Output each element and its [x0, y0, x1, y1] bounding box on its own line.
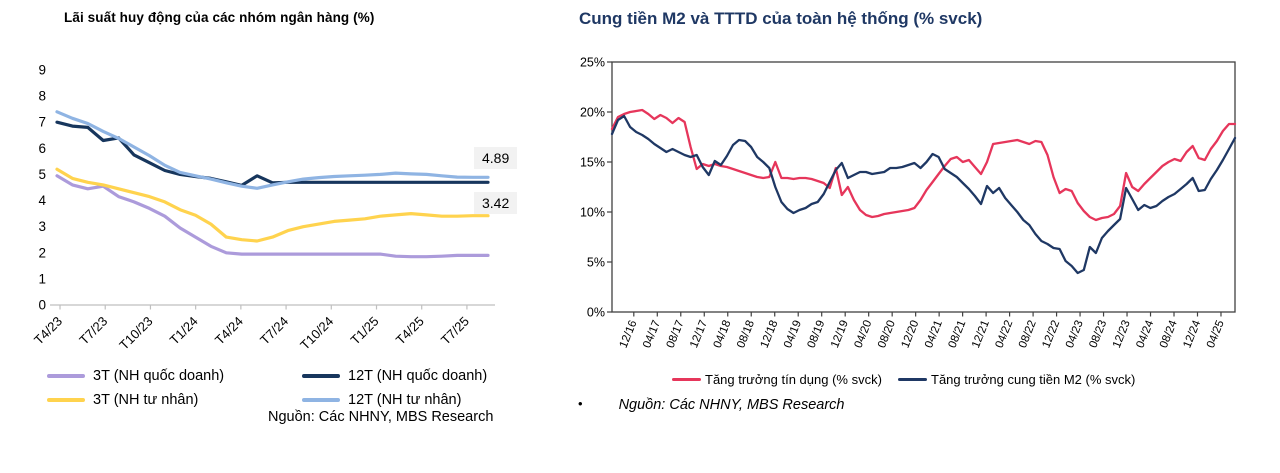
- y-tick-label: 7: [38, 115, 46, 130]
- x-tick-label: T7/24: [257, 314, 291, 348]
- x-tick-label: 12/23: [1111, 319, 1133, 350]
- y-tick-label: 0: [38, 298, 46, 313]
- x-tick-label: 08/20: [876, 319, 898, 350]
- y-tick-label: 4: [38, 193, 46, 208]
- legend-label: 3T (NH tư nhân): [93, 392, 199, 408]
- y-tick-label: 15%: [580, 156, 605, 170]
- legend-swatch-yellow: [47, 397, 85, 403]
- x-tick-label: 08/19: [806, 319, 828, 350]
- legend-item-3t-state: 3T (NH quốc doanh): [47, 368, 224, 384]
- legend-swatch-navy: [898, 377, 927, 382]
- data-label-3t-private: 3.42: [474, 192, 518, 214]
- x-tick-label: 04/22: [993, 319, 1015, 350]
- series-line-Tăng trưởng tín dụng (% svck): [610, 108, 1237, 222]
- x-tick-label: 04/23: [1064, 319, 1086, 350]
- x-tick-label: T1/24: [167, 314, 201, 348]
- right-chart-source: • Nguồn: Các NHNY, MBS Research: [578, 396, 844, 413]
- legend-item-credit-growth: Tăng trưởng tín dụng (% svck): [672, 372, 882, 387]
- x-tick-label: T4/23: [31, 314, 65, 348]
- source-text: Nguồn: Các NHNY, MBS Research: [618, 397, 845, 413]
- x-tick-label: 12/18: [759, 319, 781, 350]
- legend-label: Tăng trưởng cung tiền M2 (% svck): [931, 372, 1136, 387]
- x-tick-label: T10/24: [297, 314, 336, 353]
- y-tick-label: 5%: [587, 256, 605, 270]
- right-chart-title: Cung tiền M2 và TTTD của toàn hệ thống (…: [579, 9, 983, 28]
- deposit-rates-chart: 0 1 2 3 4 5 6 7 8 9 T4/23 T7/23 T10/23 T1/24 T4/24 T7/2…: [31, 63, 495, 353]
- data-label-12t-private: 4.89: [474, 147, 518, 169]
- legend-item-m2-growth: Tăng trưởng cung tiền M2 (% svck): [898, 372, 1135, 387]
- x-tick-label: 12/24: [1181, 318, 1203, 350]
- x-tick-label: 08/23: [1087, 319, 1109, 350]
- left-chart-source: Nguồn: Các NHNY, MBS Research: [268, 409, 494, 425]
- series-line-12T (NH tư nhân): [55, 110, 490, 190]
- x-tick-label: 04/17: [641, 319, 663, 350]
- x-tick-label: 08/18: [735, 319, 757, 350]
- legend-label: 12T (NH quốc doanh): [348, 368, 488, 384]
- x-tick-label: 04/19: [782, 319, 804, 350]
- series-line-3T (NH tư nhân): [55, 167, 490, 243]
- y-tick-label: 5: [38, 167, 46, 182]
- legend-swatch-lightblue: [302, 397, 340, 403]
- x-tick-label: 08/21: [946, 319, 968, 350]
- series-line-Tăng trưởng cung tiền M2 (% svck): [610, 114, 1237, 275]
- y-tick-label: 9: [38, 63, 46, 78]
- x-tick-label: T7/23: [76, 314, 110, 348]
- legend-swatch-navy: [302, 373, 340, 379]
- x-tick-label: 04/18: [712, 319, 734, 350]
- x-tick-label: T4/25: [393, 314, 427, 348]
- x-tick-label: 12/19: [829, 319, 851, 350]
- legend-swatch-red: [672, 377, 701, 382]
- left-chart-title: Lãi suất huy động của các nhóm ngân hàng…: [64, 10, 375, 25]
- x-tick-label: T10/23: [116, 314, 155, 353]
- x-tick-label: 12/17: [688, 319, 710, 350]
- x-tick-label: 12/21: [970, 319, 992, 350]
- x-tick-label: T7/25: [438, 314, 472, 348]
- legend-label: 12T (NH tư nhân): [348, 392, 462, 408]
- x-tick-label: 04/21: [923, 319, 945, 350]
- plot-border: [611, 61, 1236, 313]
- legend-label: 3T (NH quốc doanh): [93, 368, 225, 384]
- x-tick-label: 04/25: [1205, 319, 1227, 350]
- series-line-3T (NH quốc doanh): [55, 174, 490, 259]
- y-tick-label: 10%: [580, 206, 605, 220]
- x-tick-label: T1/25: [348, 314, 382, 348]
- legend-item-12t-state: 12T (NH quốc doanh): [302, 368, 487, 384]
- x-tick-label: 12/22: [1040, 319, 1062, 350]
- x-tick-label: 12/16: [618, 319, 640, 350]
- x-tick-label: 12/20: [900, 319, 922, 350]
- x-tick-label: T4/24: [212, 314, 246, 348]
- legend-label: Tăng trưởng tín dụng (% svck): [705, 372, 882, 387]
- x-tick-label: 08/17: [665, 319, 687, 350]
- y-tick-label: 1: [38, 271, 46, 286]
- y-tick-label: 3: [38, 219, 46, 234]
- y-tick-label: 0%: [587, 306, 605, 320]
- x-tick-label: 04/24: [1134, 318, 1156, 350]
- series-line-12T (NH quốc doanh): [55, 120, 490, 187]
- y-tick-label: 20%: [580, 106, 605, 120]
- x-tick-label: 08/22: [1017, 319, 1039, 350]
- y-tick-label: 8: [38, 89, 46, 104]
- bullet-icon: •: [578, 396, 583, 411]
- legend-item-12t-private: 12T (NH tư nhân): [302, 392, 461, 408]
- legend-swatch-purple: [47, 373, 85, 379]
- y-tick-label: 25%: [580, 56, 605, 70]
- m2-credit-growth-chart: 0%5%10%15%20%25%12/16 04/17 08/17 12/17 04/1…: [580, 56, 1237, 350]
- y-tick-label: 6: [38, 141, 46, 156]
- x-tick-label: 04/20: [853, 319, 875, 350]
- legend-item-3t-private: 3T (NH tư nhân): [47, 392, 198, 408]
- x-tick-label: 08/24: [1158, 318, 1180, 350]
- y-tick-label: 2: [38, 245, 46, 260]
